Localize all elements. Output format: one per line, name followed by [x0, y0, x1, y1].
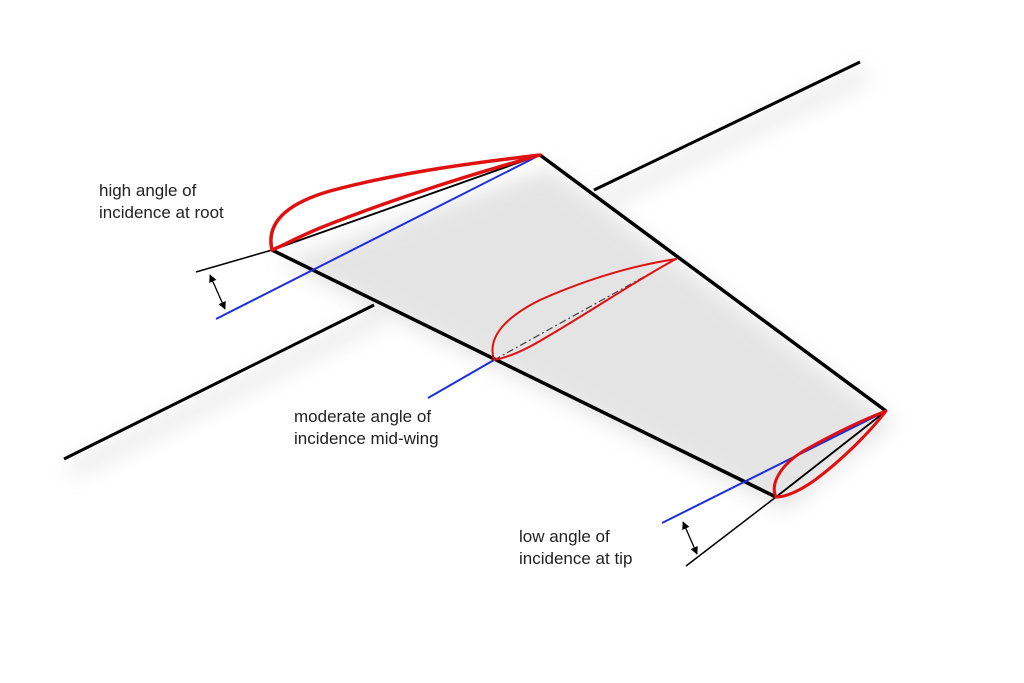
fuselage-line-rear: [593, 60, 861, 192]
tip-airfoil-section: [661, 409, 888, 567]
root-incidence-label: high angle of incidence at root: [99, 180, 224, 224]
tip-label-line-2: incidence at tip: [519, 549, 633, 568]
drop-shadows: [69, 68, 894, 510]
root-airfoil-section: [195, 153, 542, 320]
root-label-line-2: incidence at root: [99, 203, 224, 222]
fuselage-line-front: [63, 303, 375, 461]
wing-leading-edge: [271, 248, 777, 499]
tip-label-line-1: low angle of: [519, 527, 610, 546]
tip-incidence-label: low angle of incidence at tip: [519, 526, 632, 570]
root-incidence-extension-line: [195, 249, 273, 273]
root-chord-line: [271, 154, 541, 251]
mid-blue-reference-line: [427, 359, 495, 399]
root-label-line-1: high angle of: [99, 181, 197, 200]
root-blue-reference-line: [215, 154, 541, 320]
mid-airfoil-section: [427, 258, 677, 399]
tip-airfoil-shape: [772, 409, 888, 499]
tip-blue-reference-line: [661, 410, 887, 524]
root-airfoil-shape: [269, 153, 542, 252]
mid-incidence-label: moderate angle of incidence mid-wing: [294, 406, 439, 450]
tip-angle-arrow: [682, 521, 698, 555]
root-angle-arrow: [209, 274, 226, 310]
tip-chord-line: [775, 410, 887, 498]
tip-incidence-extension-line: [685, 496, 777, 567]
mid-chord-line: [493, 258, 677, 361]
mid-label-line-2: incidence mid-wing: [294, 429, 439, 448]
mid-airfoil-shape: [491, 258, 677, 361]
wing-trailing-edge: [538, 153, 888, 413]
mid-label-line-1: moderate angle of: [294, 407, 432, 426]
